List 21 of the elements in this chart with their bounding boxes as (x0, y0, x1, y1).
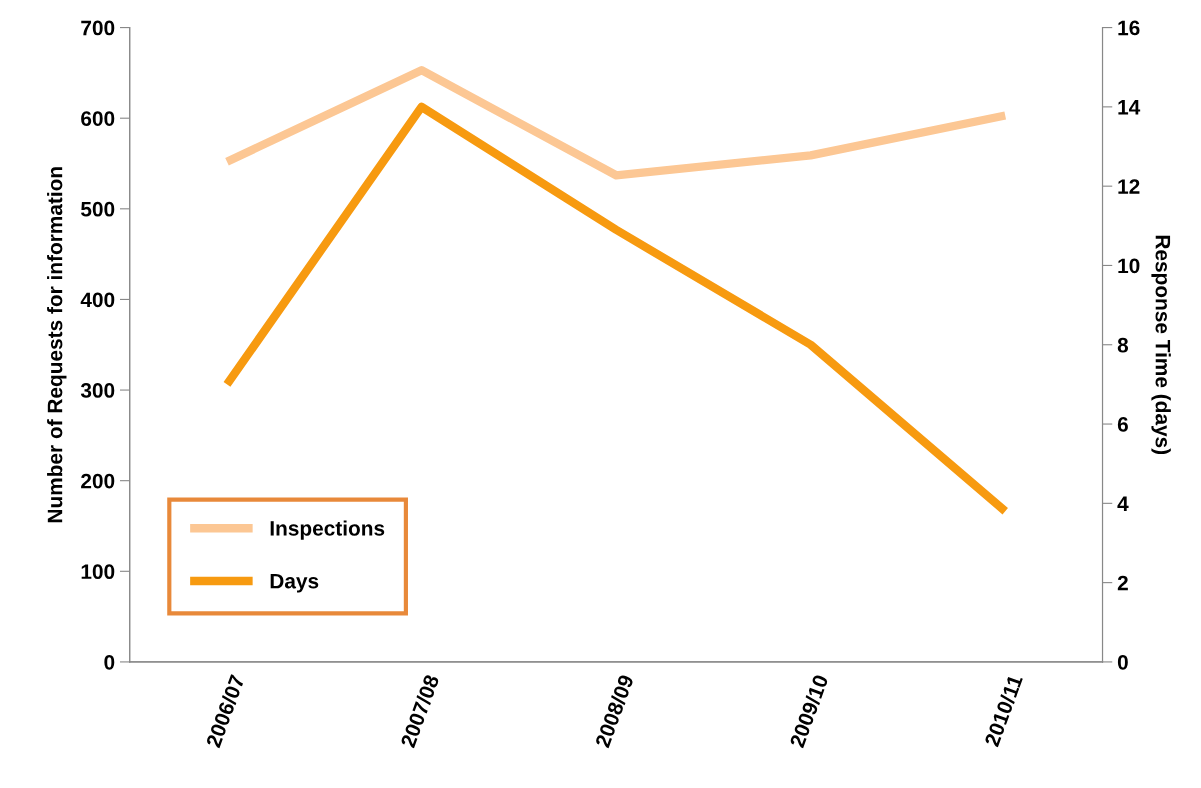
legend-label: Inspections (270, 520, 385, 540)
y2-tick-label: 2 (1117, 575, 1128, 591)
y2-tick-label: 4 (1117, 496, 1129, 511)
y-tick-label: 500 (81, 201, 115, 217)
y2-tick-label: 10 (1118, 258, 1140, 274)
y2-axis-title: Response Time (days) (1151, 235, 1171, 455)
y2-tick-label: 6 (1117, 417, 1128, 432)
legend-label: Days (270, 573, 319, 593)
y2-tick-label: 16 (1118, 20, 1140, 36)
y-tick-label: 300 (80, 383, 115, 398)
y-tick-label: 100 (81, 564, 115, 580)
y-axis-title: Number of Requests for information (47, 167, 67, 523)
y2-tick-label: 0 (1117, 654, 1128, 670)
y-tick-label: 600 (81, 111, 115, 126)
y2-tick-label: 8 (1117, 337, 1129, 353)
y-tick-label: 700 (81, 20, 115, 36)
y2-tick-label: 12 (1118, 179, 1140, 194)
y2-tick-label: 14 (1118, 100, 1141, 115)
y-tick-label: 0 (104, 654, 115, 670)
y-tick-label: 400 (80, 292, 115, 308)
y-tick-label: 200 (81, 473, 115, 489)
